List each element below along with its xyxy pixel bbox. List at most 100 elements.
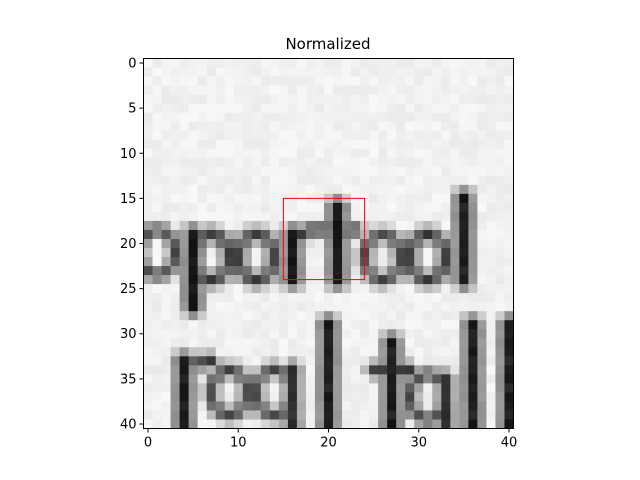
heatmap-cell xyxy=(315,302,324,311)
heatmap-cell xyxy=(459,275,468,284)
heatmap-cell xyxy=(450,302,459,311)
heatmap-cell xyxy=(153,203,162,212)
heatmap-cell xyxy=(198,275,207,284)
heatmap-cell xyxy=(234,383,243,392)
heatmap-cell xyxy=(153,230,162,239)
heatmap-cell xyxy=(243,68,252,77)
heatmap-cell xyxy=(378,248,387,257)
heatmap-cell xyxy=(450,266,459,275)
heatmap-cell xyxy=(324,410,333,419)
heatmap-cell xyxy=(324,104,333,113)
heatmap-cell xyxy=(405,77,414,86)
heatmap-cell xyxy=(207,131,216,140)
heatmap-cell xyxy=(423,293,432,302)
heatmap-cell xyxy=(252,401,261,410)
heatmap-cell xyxy=(378,338,387,347)
heatmap-cell xyxy=(414,221,423,230)
heatmap-cell xyxy=(495,122,504,131)
heatmap-cell xyxy=(468,302,477,311)
heatmap-cell xyxy=(441,176,450,185)
heatmap-cell xyxy=(477,212,486,221)
heatmap-cell xyxy=(351,230,360,239)
heatmap-cell xyxy=(378,365,387,374)
heatmap-cell xyxy=(504,176,513,185)
heatmap-cell xyxy=(234,149,243,158)
heatmap-cell xyxy=(225,320,234,329)
heatmap-cell xyxy=(333,293,342,302)
heatmap-cell xyxy=(459,338,468,347)
heatmap-cell xyxy=(504,392,513,401)
heatmap-cell xyxy=(387,230,396,239)
heatmap-cell xyxy=(171,275,180,284)
heatmap-cell xyxy=(486,140,495,149)
heatmap-cell xyxy=(333,149,342,158)
heatmap-cell xyxy=(261,347,270,356)
heatmap-cell xyxy=(333,410,342,419)
heatmap-cell xyxy=(198,320,207,329)
heatmap-cell xyxy=(468,311,477,320)
heatmap-cell xyxy=(306,302,315,311)
heatmap-cell xyxy=(243,320,252,329)
heatmap-cell xyxy=(333,158,342,167)
heatmap-cell xyxy=(207,203,216,212)
heatmap-cell xyxy=(360,410,369,419)
heatmap-cell xyxy=(279,311,288,320)
heatmap-cell xyxy=(477,176,486,185)
heatmap-cell xyxy=(423,185,432,194)
heatmap-cell xyxy=(297,239,306,248)
heatmap-cell xyxy=(405,86,414,95)
heatmap-cell xyxy=(270,221,279,230)
heatmap-cell xyxy=(207,158,216,167)
heatmap-cell xyxy=(261,392,270,401)
heatmap-cell xyxy=(162,338,171,347)
heatmap-cell xyxy=(189,239,198,248)
heatmap-cell xyxy=(387,122,396,131)
heatmap-cell xyxy=(495,257,504,266)
heatmap-cell xyxy=(378,383,387,392)
heatmap-cell xyxy=(360,131,369,140)
heatmap-cell xyxy=(423,221,432,230)
heatmap-cell xyxy=(369,158,378,167)
heatmap-cell xyxy=(216,302,225,311)
heatmap-cell xyxy=(504,149,513,158)
heatmap-cell xyxy=(243,401,252,410)
heatmap-cell xyxy=(360,419,369,428)
heatmap-cell xyxy=(441,419,450,428)
heatmap-cell xyxy=(351,158,360,167)
heatmap-cell xyxy=(468,113,477,122)
heatmap-cell xyxy=(342,68,351,77)
heatmap-cell xyxy=(324,140,333,149)
heatmap-cell xyxy=(360,311,369,320)
heatmap-cell xyxy=(153,293,162,302)
heatmap-cell xyxy=(405,311,414,320)
heatmap-cell xyxy=(504,95,513,104)
heatmap-cell xyxy=(198,176,207,185)
heatmap-cell xyxy=(180,419,189,428)
heatmap-cell xyxy=(171,365,180,374)
heatmap-cell xyxy=(189,356,198,365)
heatmap-cell xyxy=(369,383,378,392)
heatmap-cell xyxy=(243,374,252,383)
heatmap-cell xyxy=(180,194,189,203)
heatmap-cell xyxy=(432,347,441,356)
heatmap-cell xyxy=(234,77,243,86)
heatmap-cell xyxy=(387,176,396,185)
heatmap-cell xyxy=(504,338,513,347)
heatmap-cell xyxy=(216,77,225,86)
heatmap-cell xyxy=(459,212,468,221)
heatmap-cell xyxy=(171,356,180,365)
heatmap-cell xyxy=(180,131,189,140)
heatmap-cell xyxy=(486,320,495,329)
heatmap-cell xyxy=(270,275,279,284)
heatmap-cell xyxy=(270,383,279,392)
heatmap-cell xyxy=(342,320,351,329)
heatmap-cell xyxy=(432,419,441,428)
heatmap-cell xyxy=(378,293,387,302)
heatmap-cell xyxy=(252,239,261,248)
heatmap-cell xyxy=(459,149,468,158)
heatmap-cell xyxy=(261,311,270,320)
heatmap-cell xyxy=(225,248,234,257)
heatmap-cell xyxy=(279,302,288,311)
heatmap-cell xyxy=(216,131,225,140)
